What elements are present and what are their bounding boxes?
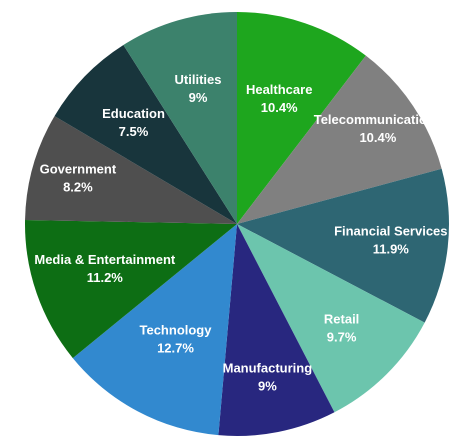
pie-slice-media-and-entertainment [25,220,237,359]
slice-label-group-education: Education 7.5% [102,106,165,139]
slice-label-utilities: Utilities [175,72,222,87]
pie-slice-financial-services [237,168,449,323]
slice-value-healthcare: 10.4% [261,100,298,115]
slice-label-group-healthcare: Healthcare 10.4% [246,82,312,115]
slice-label-technology: Technology [140,323,213,338]
slice-label-group-utilities: Utilities 9% [175,72,222,105]
slice-value-media-and-entertainment: 11.2% [87,270,124,285]
slice-value-technology: 12.7% [157,341,194,356]
pie-slice-manufacturing [218,224,335,436]
slice-label-manufacturing: Manufacturing [223,360,313,375]
slice-label-retail: Retail [324,312,359,327]
slice-value-telecommunications: 10.4% [359,130,396,145]
slice-label-group-manufacturing: Manufacturing 9% [223,360,313,393]
slice-label-government: Government [40,161,117,176]
slice-label-group-government: Government 8.2% [40,161,117,194]
slice-value-government: 8.2% [63,179,93,194]
slice-value-financial-services: 11.9% [373,241,410,256]
slice-label-media-and-entertainment: Media & Entertainment [34,252,176,267]
slice-label-group-retail: Retail 9.7% [324,312,359,345]
slice-label-group-financial-services: Financial Services 11.9% [334,223,447,256]
slice-value-retail: 9.7% [327,330,357,345]
slice-value-manufacturing: 9% [258,378,277,393]
pie-slice-retail [237,224,425,413]
slice-label-group-media-and-entertainment: Media & Entertainment 11.2% [34,252,176,285]
pie-slice-government [25,116,237,224]
slices-layer [25,12,449,436]
slice-label-group-telecommunications: Telecommunications 10.4% [314,112,442,145]
pie-slice-technology [72,224,237,436]
slice-label-education: Education [102,106,165,121]
slice-label-group-technology: Technology 12.7% [140,323,213,356]
labels-layer: Healthcare 10.4% Telecommunications 10.4% Fi… [34,72,447,393]
pie-slice-healthcare [237,12,366,224]
pie-slice-education [54,45,237,224]
slice-label-financial-services: Financial Services [334,223,447,238]
slice-value-utilities: 9% [189,90,208,105]
pie-slice-telecommunications [237,55,442,224]
slice-value-education: 7.5% [119,124,149,139]
pie-slice-utilities [123,12,237,224]
slice-label-healthcare: Healthcare [246,82,312,97]
slice-label-telecommunications: Telecommunications [314,112,442,127]
